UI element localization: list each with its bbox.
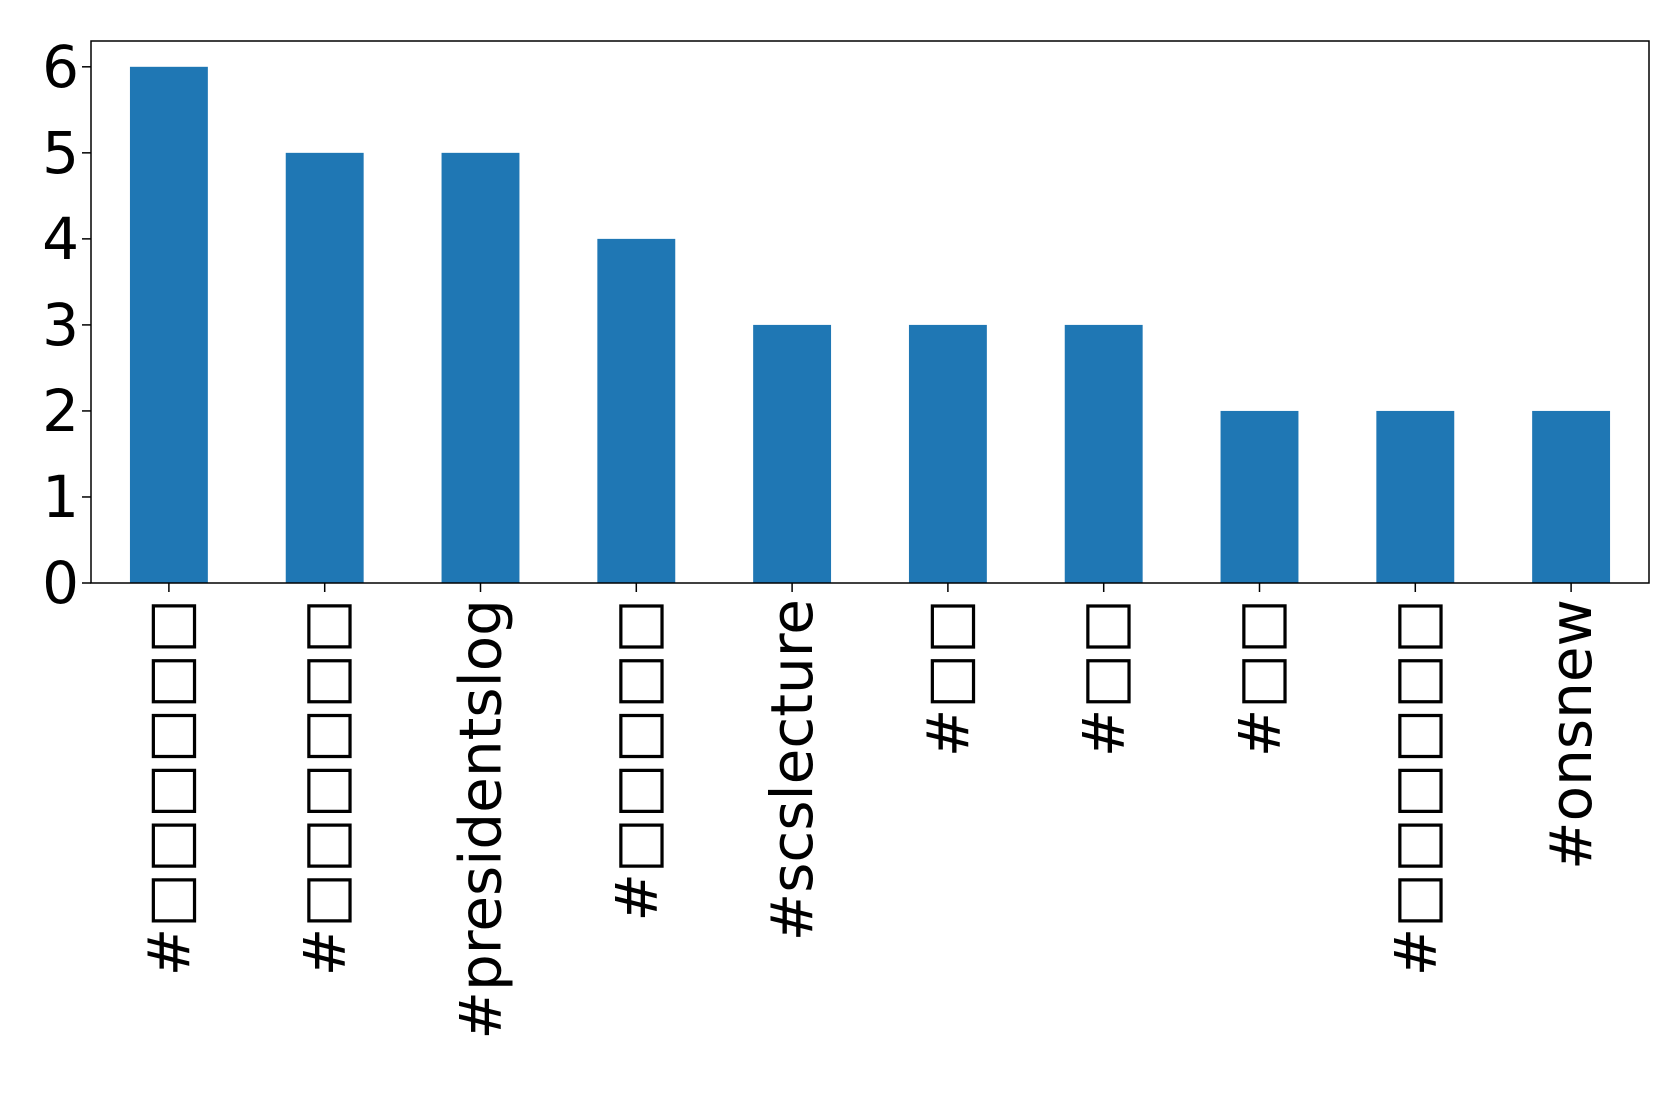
x-tick-label: #□□□□□□: [135, 599, 203, 976]
bar: [1064, 324, 1143, 583]
x-tick-label: #□□□□□□: [291, 599, 359, 976]
y-tick-label: 3: [42, 291, 79, 359]
bar: [441, 152, 520, 584]
bar: [1220, 410, 1299, 583]
bar: [753, 324, 832, 583]
y-tick-label: 5: [42, 119, 79, 187]
bar: [129, 66, 208, 584]
bar: [285, 152, 364, 584]
x-tick-label: #□□□□□: [602, 599, 670, 922]
x-tick-label: #presidentslog: [447, 599, 515, 1040]
y-tick-label: 6: [42, 33, 79, 101]
y-tick-label: 4: [42, 205, 79, 273]
bar: [908, 324, 987, 583]
x-tick-label: #scslecture: [758, 599, 826, 941]
bar: [597, 238, 676, 583]
x-tick-label: #□□: [914, 599, 982, 757]
bar: [1376, 410, 1455, 583]
y-tick-label: 2: [42, 377, 79, 445]
x-tick-label: #onsnew: [1537, 599, 1605, 870]
x-tick-label: #□□: [1070, 599, 1138, 757]
y-tick-label: 0: [42, 549, 79, 617]
bars-group: [129, 66, 1611, 584]
x-tick-label: #□□□□□□: [1381, 599, 1449, 976]
x-axis: #□□□□□□ #□□□□□□ #presidentslog #□□□□□ #scsle…: [135, 583, 1605, 1040]
bar: [1532, 410, 1611, 583]
y-axis: 0 1 2 3 4 5 6: [42, 33, 91, 617]
plot-frame: [90, 40, 1650, 584]
y-tick-label: 1: [42, 463, 79, 531]
x-tick-label: #□□: [1226, 599, 1294, 757]
